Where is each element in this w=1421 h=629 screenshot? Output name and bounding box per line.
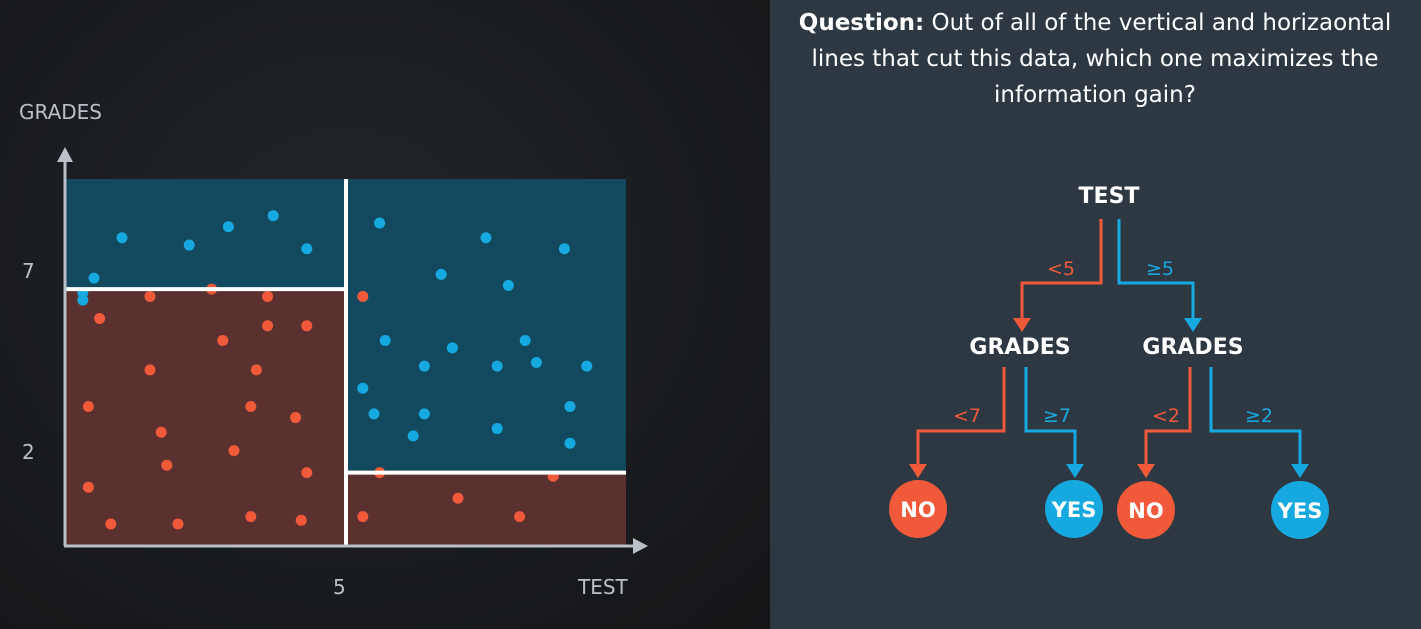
leaf-yes-1 — [1045, 480, 1103, 538]
edge-label-right-right: ≥2 — [1245, 405, 1273, 427]
blue-point-9 — [480, 232, 492, 244]
blue-point-5 — [88, 272, 100, 284]
red-point-7 — [301, 320, 313, 332]
blue-point-16 — [418, 360, 430, 372]
leaf-yes-2 — [1271, 481, 1329, 539]
y-axis-arrow-icon — [57, 147, 73, 162]
red-point-21 — [295, 514, 307, 526]
red-point-8 — [144, 364, 156, 376]
arrow-root-left-icon — [1013, 318, 1031, 332]
edge-right-left — [1144, 367, 1192, 468]
red-point-16 — [301, 467, 313, 479]
red-point-12 — [290, 412, 302, 424]
red-point-11 — [245, 401, 257, 413]
blue-point-20 — [357, 382, 369, 394]
blue-point-14 — [446, 342, 458, 354]
edge-label-root-left: <5 — [1047, 258, 1075, 280]
leaf-no-2 — [1117, 481, 1175, 539]
blue-point-26 — [564, 437, 576, 449]
arrow-right-right-icon — [1291, 464, 1309, 478]
arrow-right-left-icon — [1137, 464, 1155, 478]
red-point-1 — [144, 290, 156, 302]
tree-node-grades-left: GRADES — [969, 335, 1070, 360]
red-point-10 — [82, 401, 94, 413]
red-point-17 — [82, 481, 94, 493]
red-region-bottom-right — [346, 472, 626, 546]
blue-point-10 — [558, 243, 570, 255]
question-label: Question: — [798, 10, 925, 36]
blue-point-23 — [407, 430, 419, 442]
blue-point-2 — [222, 221, 234, 233]
arrow-left-right-icon — [1066, 464, 1084, 478]
blue-point-19 — [581, 360, 593, 372]
edge-label-left-right: ≥7 — [1043, 405, 1071, 427]
blue-point-15 — [519, 334, 531, 346]
red-point-6 — [262, 320, 274, 332]
arrow-root-right-icon — [1184, 318, 1202, 332]
red-point-23 — [452, 492, 464, 504]
data-points — [77, 210, 593, 530]
tree-node-grades-right: GRADES — [1142, 335, 1243, 360]
blue-point-18 — [530, 357, 542, 368]
y-axis-label: GRADES — [19, 100, 102, 124]
blue-point-13 — [379, 334, 391, 346]
leaf-label-no-2: NO — [1128, 499, 1163, 523]
edge-right-right — [1209, 367, 1302, 468]
blue-point-11 — [435, 268, 447, 280]
edge-label-right-left: <2 — [1152, 405, 1180, 427]
leaf-no-1 — [889, 480, 947, 538]
scatter-plot: GRADES TEST 5 7 2 — [19, 100, 648, 599]
leaf-label-yes-2: YES — [1277, 499, 1323, 523]
leaf-label-no-1: NO — [900, 498, 935, 522]
blue-point-17 — [491, 360, 503, 372]
red-point-9 — [250, 364, 262, 376]
x-tick-label: 5 — [333, 575, 346, 599]
edge-label-root-right: ≥5 — [1146, 258, 1174, 280]
red-point-14 — [228, 445, 240, 457]
question-body: Out of all of the vertical and horizaont… — [811, 10, 1392, 108]
edge-label-left-left: <7 — [953, 405, 981, 427]
blue-point-21 — [368, 408, 380, 420]
y-tick-label-2: 2 — [22, 440, 35, 464]
blue-point-22 — [418, 408, 430, 420]
blue-region-top-left — [66, 179, 346, 290]
red-point-15 — [161, 459, 173, 471]
blue-region-top-right — [346, 179, 626, 473]
leaf-label-yes-1: YES — [1051, 498, 1097, 522]
x-axis-arrow-icon — [633, 538, 648, 554]
red-point-26 — [357, 511, 369, 523]
red-point-4 — [94, 312, 106, 324]
blue-point-24 — [491, 423, 503, 435]
blue-point-3 — [267, 210, 279, 222]
blue-point-4 — [301, 243, 313, 255]
y-tick-label-7: 7 — [22, 259, 35, 283]
red-point-5 — [217, 334, 229, 346]
blue-point-1 — [183, 239, 195, 251]
red-point-0 — [357, 290, 369, 302]
red-point-3 — [262, 290, 274, 302]
blue-point-8 — [374, 217, 386, 229]
edge-root-right — [1117, 219, 1195, 322]
red-point-24 — [514, 511, 526, 523]
edge-root-left — [1020, 219, 1103, 322]
tree-root-node: TEST — [1079, 184, 1140, 209]
red-point-18 — [105, 518, 117, 530]
x-axis-label: TEST — [577, 575, 629, 599]
blue-point-12 — [502, 279, 514, 291]
red-point-20 — [245, 511, 257, 523]
blue-point-0 — [116, 232, 128, 244]
edge-left-left — [916, 367, 1006, 468]
question-text: Question: Out of all of the vertical and… — [790, 5, 1400, 113]
blue-point-7 — [77, 294, 89, 306]
arrow-left-left-icon — [909, 464, 927, 478]
edge-left-right — [1024, 367, 1077, 468]
red-point-13 — [155, 426, 167, 438]
red-point-19 — [172, 518, 184, 530]
blue-point-25 — [564, 401, 576, 413]
